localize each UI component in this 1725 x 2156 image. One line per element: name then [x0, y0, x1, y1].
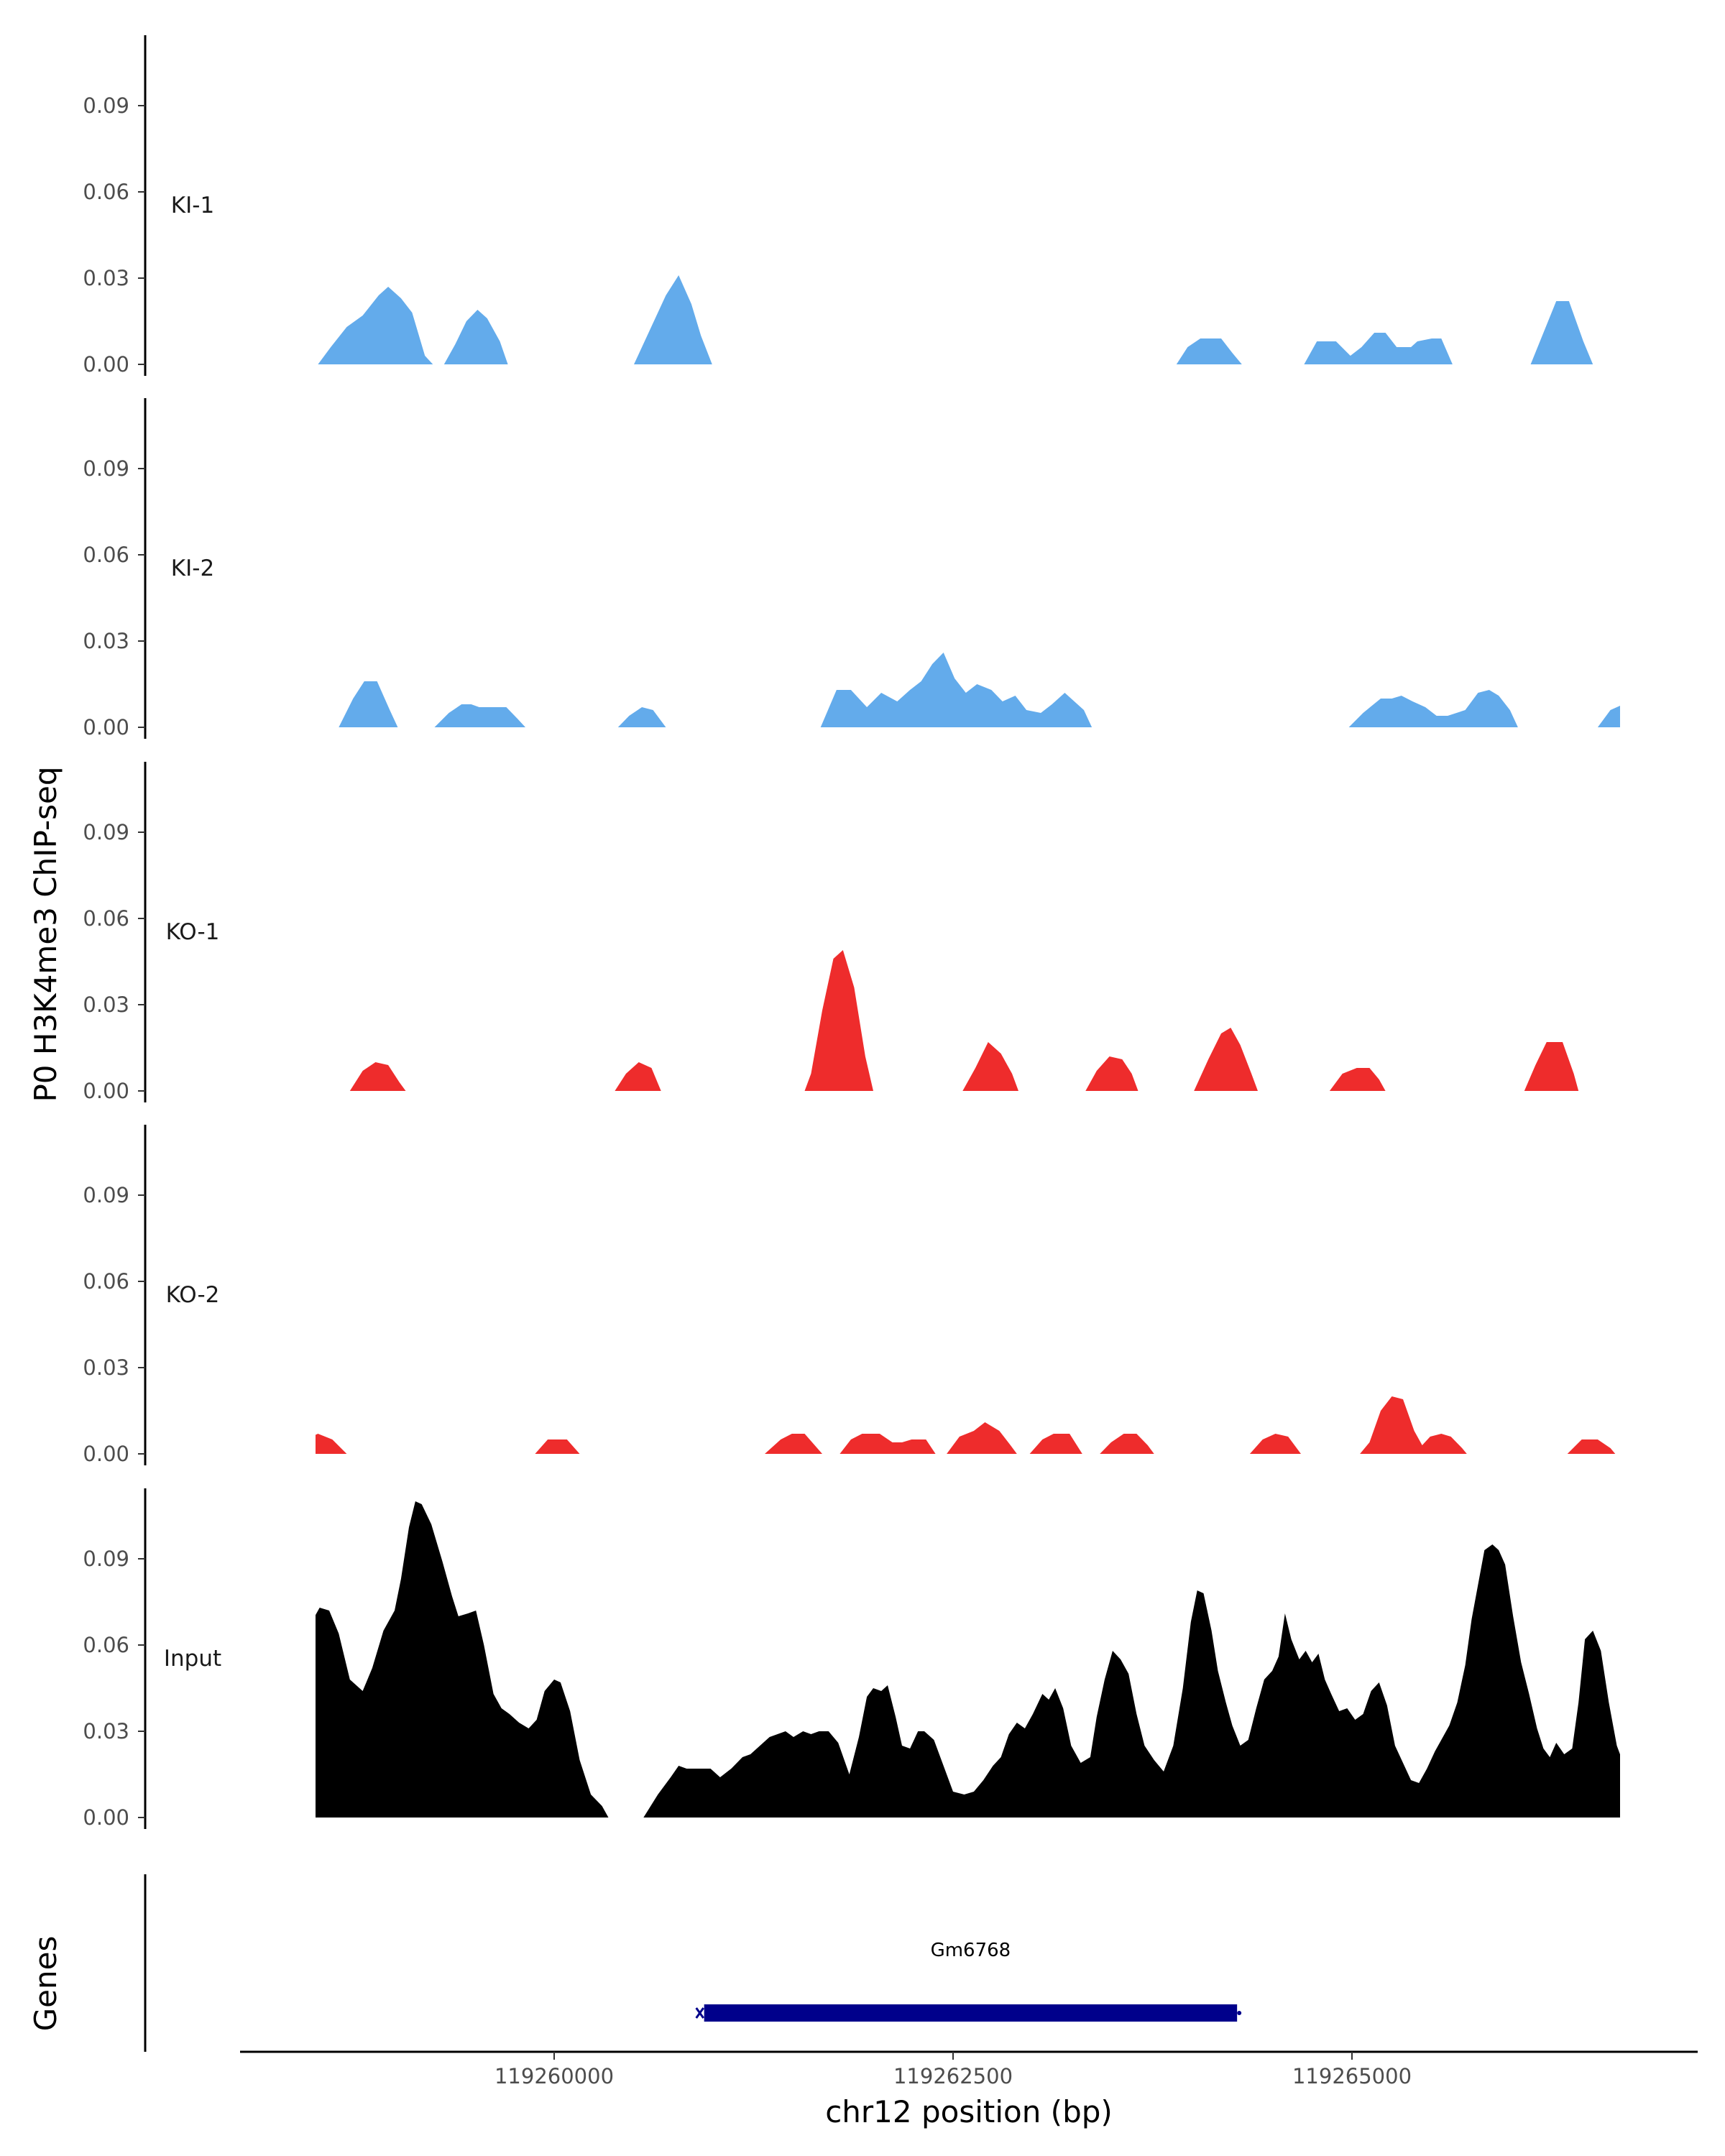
- y-tick-label: 0.09: [83, 820, 129, 844]
- track-label-ki-1: KI-1: [171, 193, 214, 218]
- x-axis-ticks: 119260000 119262500 119265000: [494, 2052, 1412, 2088]
- gene-models: Gm6768: [695, 1940, 1242, 2022]
- y-tick-label: 0.03: [83, 992, 129, 1017]
- y-tick-label: 0.00: [83, 352, 129, 377]
- signal-tracks: 0.00 0.03 0.06 0.09 KI-1 0.00 0.03 0.06 0.09 KI-2…: [83, 35, 1620, 1830]
- track-label-ki-2: KI-2: [171, 556, 214, 581]
- signal-area-ki-2: [316, 653, 1620, 727]
- x-tick-label: 119260000: [494, 2064, 614, 2088]
- y-tick-label: 0.03: [83, 1355, 129, 1380]
- signal-area-ko-1: [349, 950, 1620, 1091]
- y-tick-label: 0.03: [83, 266, 129, 290]
- y-tick-label: 0.03: [83, 1719, 129, 1743]
- y-tick-label: 0.09: [83, 93, 129, 118]
- genes-track-title: Genes: [28, 1936, 63, 2032]
- y-tick-label: 0.06: [83, 906, 129, 931]
- y-tick-label: 0.06: [83, 180, 129, 204]
- y-tick-label: 0.00: [83, 1805, 129, 1830]
- y-tick-label: 0.00: [83, 715, 129, 740]
- x-tick-label: 119265000: [1292, 2064, 1412, 2088]
- gene-gm6768: Gm6768: [695, 1940, 1242, 2022]
- y-axis-title: P0 H3K4me3 ChIP-seq: [28, 766, 63, 1102]
- gene-strand-mark: [695, 2007, 704, 2019]
- y-tick-label: 0.09: [83, 456, 129, 481]
- y-tick-label: 0.00: [83, 1079, 129, 1103]
- y-tick-label: 0.09: [83, 1183, 129, 1207]
- y-tick-label: 0.00: [83, 1442, 129, 1466]
- track-ko-2: 0.00 0.03 0.06 0.09 KO-2: [83, 1125, 1620, 1466]
- track-label-input: Input: [164, 1646, 221, 1672]
- y-tick-label: 0.09: [83, 1547, 129, 1571]
- y-tick-label: 0.03: [83, 629, 129, 653]
- y-tick-label: 0.06: [83, 543, 129, 567]
- signal-area-input: [316, 1501, 1620, 1818]
- signal-area-ki-1: [316, 275, 1620, 364]
- track-ko-1: 0.00 0.03 0.06 0.09 KO-1: [83, 762, 1620, 1103]
- y-tick-label: 0.06: [83, 1633, 129, 1657]
- genes-panel: Genes Gm6768: [28, 1874, 1242, 2052]
- gene-end-mark: [1237, 2011, 1242, 2015]
- track-ki-2: 0.00 0.03 0.06 0.09 KI-2: [83, 398, 1620, 740]
- track-label-ko-2: KO-2: [166, 1282, 220, 1308]
- gene-name-label: Gm6768: [931, 1940, 1011, 1961]
- signal-area-ko-2: [316, 1396, 1620, 1454]
- track-label-ko-1: KO-1: [166, 919, 220, 945]
- track-input: 0.00 0.03 0.06 0.09 Input: [83, 1488, 1620, 1830]
- x-tick-label: 119262500: [893, 2064, 1013, 2088]
- y-tick-label: 0.06: [83, 1269, 129, 1294]
- x-axis: 119260000 119262500 119265000 chr12 positi…: [240, 2050, 1698, 2129]
- gene-body: [704, 2004, 1238, 2022]
- x-axis-title: chr12 position (bp): [825, 2094, 1113, 2129]
- track-ki-1: 0.00 0.03 0.06 0.09 KI-1: [83, 35, 1620, 377]
